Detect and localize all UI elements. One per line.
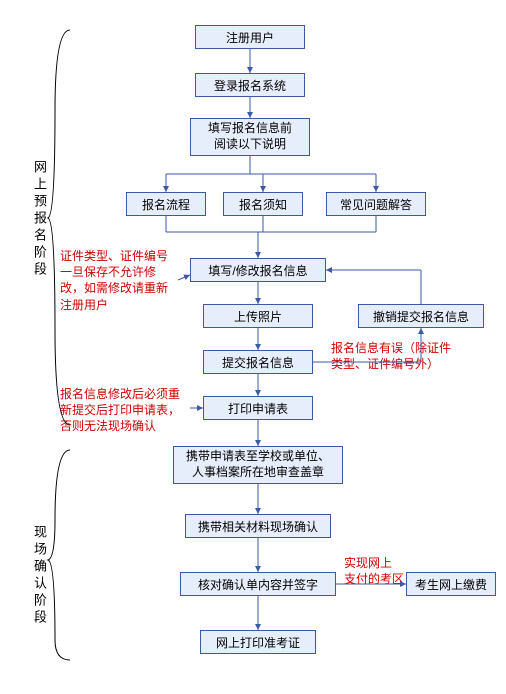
node-label: 提交报名信息	[222, 354, 294, 371]
node-revoke-submit: 撤销提交报名信息	[358, 304, 484, 328]
node-read-instructions: 填写报名信息前 阅读以下说明	[190, 118, 310, 156]
node-label: 注册用户	[226, 29, 274, 46]
node-onsite-confirm: 携带相关材料现场确认	[185, 514, 331, 538]
node-label: 填写报名信息前 阅读以下说明	[208, 121, 292, 152]
node-fill-modify: 填写/修改报名信息	[190, 258, 326, 282]
node-login-system: 登录报名系统	[195, 73, 305, 97]
node-label: 撤销提交报名信息	[373, 308, 469, 325]
node-label: 考生网上缴费	[415, 576, 487, 593]
node-print-form: 打印申请表	[203, 396, 313, 420]
node-print-ticket: 网上打印准考证	[200, 630, 316, 654]
node-label: 网上打印准考证	[216, 634, 300, 651]
node-submit-info: 提交报名信息	[203, 350, 313, 374]
node-register-user: 注册用户	[195, 25, 305, 49]
node-verify-sign: 核对确认单内容并签字	[180, 572, 336, 596]
node-upload-photo: 上传照片	[203, 304, 313, 328]
note-error-info: 报名信息有误（除证件 类型、证件编号外）	[331, 340, 481, 372]
node-label: 携带申请表至学校或单位、 人事档案所在地审查盖章	[186, 449, 330, 480]
node-pay-online: 考生网上缴费	[406, 572, 496, 596]
node-label: 报名流程	[142, 196, 190, 213]
stage-2-label: 现场确认阶段	[30, 525, 49, 627]
node-label: 携带相关材料现场确认	[198, 518, 318, 535]
node-label: 填写/修改报名信息	[208, 262, 307, 279]
node-faq: 常见问题解答	[326, 192, 426, 216]
node-label: 登录报名系统	[214, 77, 286, 94]
node-flow: 报名流程	[126, 192, 206, 216]
node-notice: 报名须知	[223, 192, 303, 216]
stage-1-label: 网上预报名阶段	[30, 160, 49, 279]
note-reprint: 报名信息修改后必须重 新提交后打印申请表， 否则无法现场确认	[60, 386, 200, 435]
node-label: 上传照片	[234, 308, 282, 325]
node-stamp: 携带申请表至学校或单位、 人事档案所在地审查盖章	[173, 446, 343, 484]
node-label: 核对确认单内容并签字	[198, 576, 318, 593]
note-pay-region: 实现网上 支付的考区	[344, 555, 414, 587]
node-label: 常见问题解答	[340, 196, 412, 213]
note-cert-type: 证件类型、证件编号 一旦保存不允许修 改，如需修改请重新 注册用户	[60, 248, 190, 313]
node-label: 报名须知	[239, 196, 287, 213]
node-label: 打印申请表	[228, 400, 288, 417]
